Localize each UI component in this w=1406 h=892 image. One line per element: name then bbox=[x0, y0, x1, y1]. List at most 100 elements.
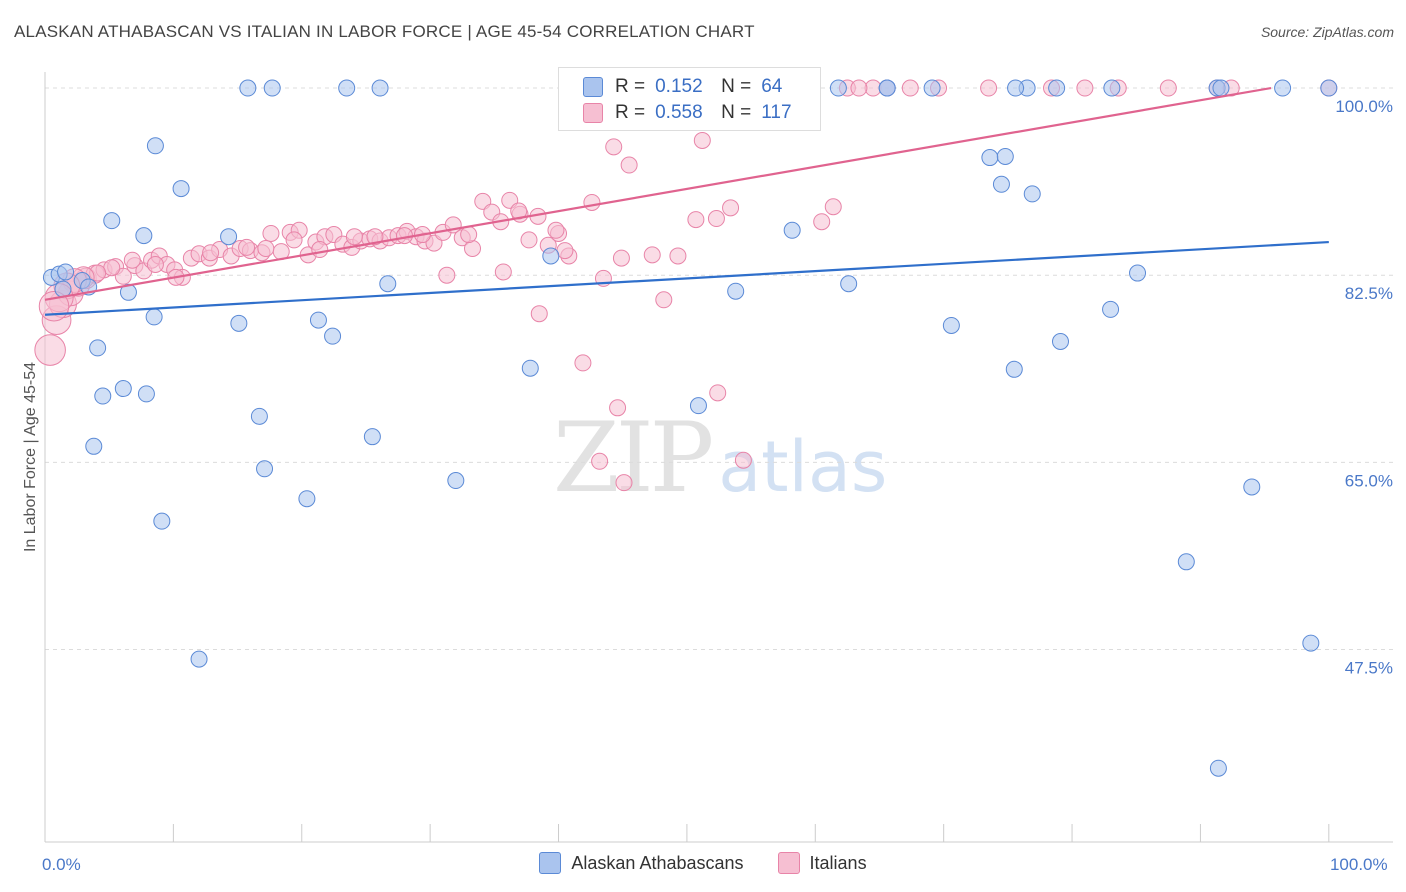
series-legend-italians[interactable]: Italians bbox=[777, 852, 867, 874]
athabascan-point bbox=[250, 407, 268, 425]
athabascan-point bbox=[1051, 333, 1069, 350]
x-tick-label: 100.0% bbox=[1330, 855, 1388, 874]
legend-n-key: N = bbox=[721, 76, 752, 97]
athabascan-point bbox=[992, 175, 1010, 193]
athabascan-point bbox=[878, 79, 896, 97]
italian-point bbox=[707, 210, 725, 228]
athabascan-point bbox=[942, 316, 960, 334]
legend-r-key: R = bbox=[615, 76, 646, 97]
athabascans-points bbox=[42, 79, 1338, 777]
athabascan-point bbox=[447, 472, 465, 490]
y-tick-label: 100.0% bbox=[1335, 97, 1393, 116]
chart-source: Source: ZipAtlas.com bbox=[1260, 24, 1394, 40]
athabascan-point bbox=[363, 428, 381, 446]
athabascan-point bbox=[379, 275, 397, 293]
athabascan-point bbox=[1048, 79, 1066, 97]
athabascan-point bbox=[190, 650, 208, 668]
italian-point bbox=[520, 231, 538, 249]
athabascan-point bbox=[829, 79, 847, 97]
italian-point bbox=[583, 193, 601, 211]
italian-point bbox=[709, 384, 727, 402]
athabascan-point bbox=[1209, 759, 1227, 777]
correlation-legend: R = 0.152 N = 64 R = 0.558 N = 117 bbox=[558, 67, 821, 131]
athabascan-point bbox=[923, 79, 941, 97]
italian-point bbox=[722, 199, 740, 217]
series-name: Alaskan Athabascans bbox=[571, 852, 744, 873]
italian-point bbox=[734, 451, 752, 469]
athabascan-point bbox=[309, 311, 327, 329]
athabascan-point bbox=[981, 149, 999, 167]
italian-point bbox=[460, 226, 478, 244]
legend-row-athabascans: R = 0.152 N = 64 bbox=[583, 74, 782, 100]
italian-point bbox=[114, 267, 132, 285]
tick-labels: 47.5% 65.0% 82.5% 100.0% 0.0% 100.0% bbox=[42, 97, 1393, 874]
athabascan-point bbox=[1005, 360, 1023, 378]
italian-point bbox=[34, 334, 66, 366]
athabascan-point bbox=[1023, 185, 1041, 203]
italian-point bbox=[824, 198, 842, 216]
athabascan-point bbox=[239, 79, 257, 97]
legend-r-key: R = bbox=[615, 102, 646, 123]
athabascan-point bbox=[135, 227, 153, 245]
athabascan-point bbox=[783, 221, 801, 239]
italian-point bbox=[615, 474, 633, 492]
italian-point bbox=[262, 224, 280, 242]
chart-title: ALASKAN ATHABASCAN VS ITALIAN IN LABOR F… bbox=[14, 22, 755, 41]
athabascan-point bbox=[521, 359, 539, 377]
trend-lines bbox=[44, 86, 1329, 316]
italian-point bbox=[547, 221, 565, 239]
italian-point bbox=[693, 131, 711, 149]
italian-point bbox=[864, 79, 882, 97]
athabascan-point bbox=[1243, 478, 1261, 496]
series-swatch-pink bbox=[777, 852, 800, 874]
italian-point bbox=[609, 399, 627, 417]
italian-point bbox=[257, 239, 275, 257]
athabascan-point bbox=[94, 387, 112, 405]
y-tick-label: 47.5% bbox=[1345, 659, 1393, 678]
series-legend-athabascans[interactable]: Alaskan Athabascans bbox=[539, 852, 744, 874]
italian-point bbox=[669, 247, 687, 265]
athabascan-point bbox=[840, 275, 858, 293]
athabascan-point bbox=[1177, 553, 1195, 571]
athabascan-point bbox=[338, 79, 356, 97]
series-name: Italians bbox=[809, 852, 867, 873]
italian-point bbox=[494, 263, 512, 281]
athabascan-point bbox=[689, 397, 707, 415]
legend-n-value: 64 bbox=[761, 76, 783, 97]
watermark-zip: ZIP bbox=[553, 402, 714, 514]
athabascan-point bbox=[727, 282, 745, 300]
italian-point bbox=[1159, 79, 1177, 97]
athabascan-point bbox=[371, 79, 389, 97]
y-tick-label: 65.0% bbox=[1345, 471, 1393, 490]
legend-swatch-pink bbox=[583, 103, 603, 123]
athabascan-point bbox=[1129, 264, 1147, 282]
athabascan-point bbox=[114, 380, 132, 398]
legend-r-value: 0.152 bbox=[655, 76, 703, 97]
athabascan-point bbox=[1320, 79, 1338, 97]
italian-point bbox=[146, 256, 164, 273]
athabascan-point bbox=[146, 137, 164, 155]
athabascan-point bbox=[324, 327, 342, 345]
italian-point bbox=[574, 354, 592, 372]
athabascan-point bbox=[172, 180, 190, 198]
italian-point bbox=[530, 305, 548, 323]
legend-r-value: 0.558 bbox=[655, 102, 703, 123]
legend-row-italians: R = 0.558 N = 117 bbox=[583, 100, 792, 126]
italian-point bbox=[643, 246, 661, 264]
italian-point bbox=[1076, 79, 1094, 97]
legend-n-value: 117 bbox=[761, 102, 792, 123]
italian-trend-line bbox=[44, 86, 1272, 301]
athabascan-point bbox=[1274, 79, 1292, 97]
legend-n-key: N = bbox=[721, 102, 752, 123]
athabascan-point bbox=[996, 147, 1014, 165]
italian-point bbox=[311, 241, 329, 259]
italian-point bbox=[655, 291, 673, 309]
italian-point bbox=[366, 228, 384, 246]
athabascan-point bbox=[153, 512, 171, 530]
athabascan-point bbox=[145, 308, 163, 326]
italian-point bbox=[556, 242, 574, 260]
series-legend: Alaskan Athabascans Italians bbox=[0, 852, 1406, 874]
athabascan-point bbox=[1212, 79, 1230, 97]
athabascan-point bbox=[298, 490, 316, 508]
